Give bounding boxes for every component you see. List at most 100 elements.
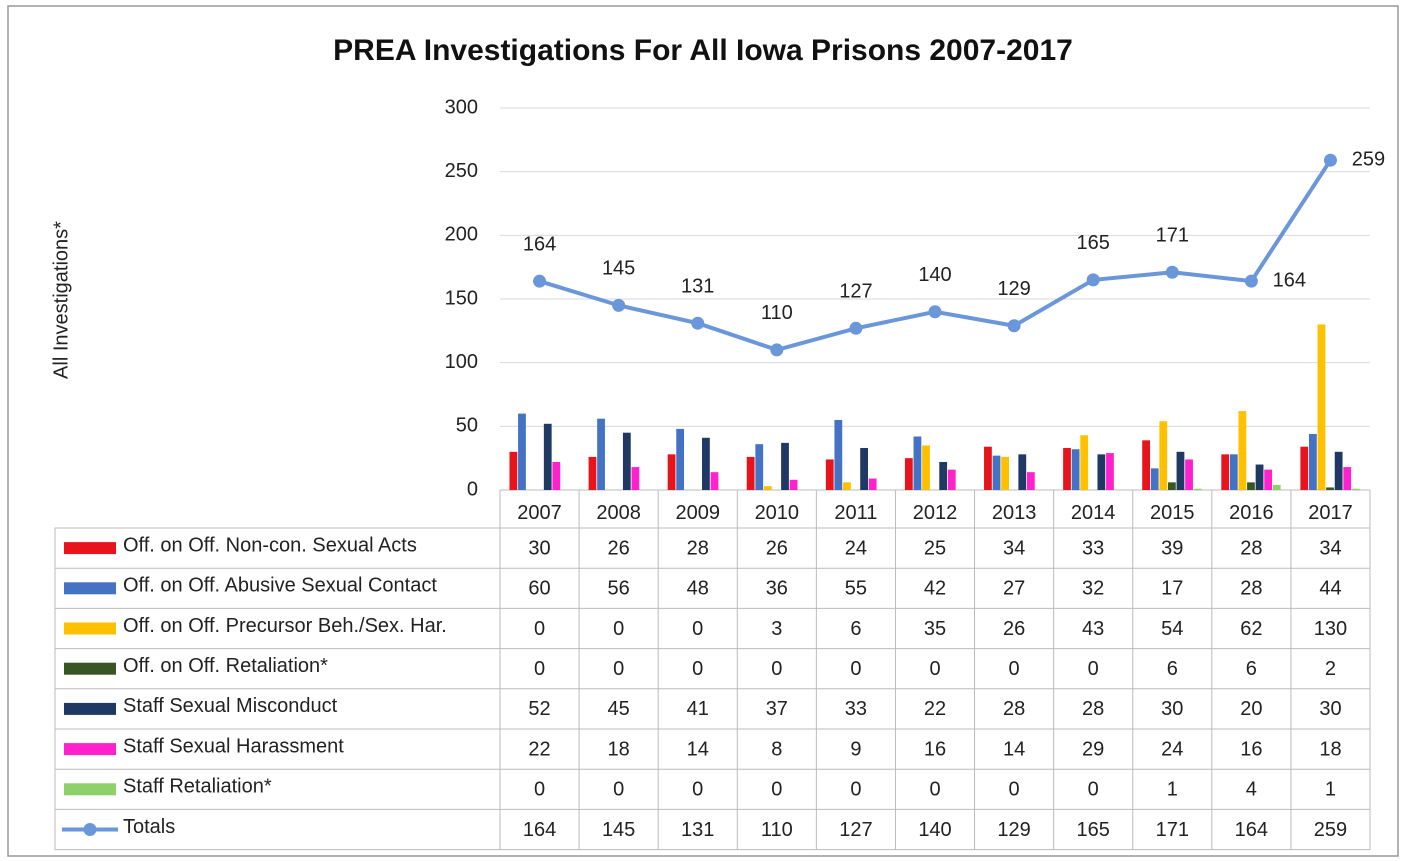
data-label: 259 [1352, 148, 1385, 170]
bar [1351, 488, 1360, 490]
y-tick-label: 200 [445, 224, 478, 246]
bar [1142, 440, 1151, 490]
bar [1097, 454, 1106, 490]
bar [631, 467, 640, 490]
table-cell: 54 [1161, 618, 1183, 640]
legend-key [64, 702, 116, 715]
x-tick-label: 2015 [1150, 502, 1195, 524]
bar [1018, 454, 1027, 490]
table-cell: 22 [528, 738, 550, 760]
table-cell: 39 [1161, 537, 1183, 559]
table-cell: 22 [924, 698, 946, 720]
bar [1150, 468, 1159, 490]
table-cell: 52 [528, 698, 550, 720]
line-point [1165, 265, 1179, 279]
bar [843, 482, 851, 490]
table-cell: 16 [924, 738, 946, 760]
bar [1159, 421, 1168, 490]
legend-key [64, 582, 116, 595]
y-tick-label: 300 [445, 96, 478, 118]
x-tick-label: 2008 [596, 502, 641, 524]
bar [984, 446, 992, 490]
table-cell: 0 [850, 658, 861, 680]
y-tick-label: 0 [467, 478, 478, 500]
table-cell: 0 [850, 779, 861, 801]
table-cell: 34 [1319, 537, 1341, 559]
bar [1176, 451, 1185, 490]
chart-title: PREA Investigations For All Iowa Prisons… [333, 34, 1073, 67]
bar [509, 451, 518, 490]
bar [913, 436, 922, 490]
table-cell: 131 [681, 819, 714, 841]
table-cell: 0 [613, 779, 624, 801]
bar [763, 486, 772, 490]
bar [1300, 446, 1309, 490]
bar [1308, 433, 1317, 490]
table-cell: 28 [1240, 537, 1262, 559]
table-cell: 0 [534, 618, 545, 640]
legend-label: Staff Retaliation* [123, 776, 272, 798]
table-cell: 16 [1240, 738, 1262, 760]
table-cell: 165 [1076, 819, 1109, 841]
legend-key [64, 783, 116, 796]
table-cell: 27 [1003, 578, 1025, 600]
bar [789, 479, 798, 490]
table-cell: 0 [692, 658, 703, 680]
line-point [1007, 319, 1021, 333]
table-cell: 18 [608, 738, 630, 760]
data-label: 165 [1076, 232, 1109, 254]
bar [1247, 482, 1255, 490]
bar [1080, 435, 1089, 490]
table-cell: 0 [929, 658, 940, 680]
y-tick-label: 50 [456, 415, 478, 437]
bar [868, 478, 877, 490]
table-cell: 0 [1088, 658, 1099, 680]
table-cell: 45 [608, 698, 630, 720]
legend-key [83, 823, 97, 836]
table-cell: 17 [1161, 578, 1183, 600]
y-tick-label: 150 [445, 287, 478, 309]
bar [1317, 324, 1326, 490]
bar [992, 455, 1001, 490]
bar [588, 456, 597, 490]
table-cell: 62 [1240, 618, 1262, 640]
table-cell: 0 [613, 658, 624, 680]
legend-label: Totals [123, 816, 175, 838]
data-label: 127 [839, 281, 872, 303]
table-cell: 14 [687, 738, 709, 760]
table-cell: 48 [687, 578, 709, 600]
table-cell: 25 [924, 537, 946, 559]
bar [518, 413, 526, 490]
data-label: 131 [681, 275, 714, 297]
x-tick-label: 2016 [1229, 502, 1274, 524]
bar [1063, 447, 1071, 490]
bar [1229, 454, 1238, 490]
bar [622, 432, 631, 490]
table-cell: 35 [924, 618, 946, 640]
table-cell: 9 [850, 738, 861, 760]
table-cell: 26 [766, 537, 788, 559]
table-cell: 8 [771, 738, 782, 760]
bar [904, 458, 913, 490]
table-cell: 1 [1325, 779, 1336, 801]
legend-label: Staff Sexual Misconduct [123, 695, 338, 717]
table-cell: 171 [1156, 819, 1189, 841]
bar [552, 461, 561, 490]
table-cell: 29 [1082, 738, 1104, 760]
table-cell: 37 [766, 698, 788, 720]
bar [1326, 487, 1334, 490]
bar [710, 472, 719, 490]
bar [1264, 469, 1273, 490]
table-cell: 0 [771, 658, 782, 680]
table-cell: 14 [1003, 738, 1025, 760]
bar [676, 428, 685, 490]
bar [1272, 484, 1281, 490]
table-cell: 3 [771, 618, 782, 640]
table-cell: 4 [1246, 779, 1257, 801]
legend-label: Off. on Off. Abusive Sexual Contact [123, 575, 437, 597]
table-cell: 26 [1003, 618, 1025, 640]
bar [781, 442, 789, 490]
line-point [691, 316, 705, 330]
table-cell: 6 [1246, 658, 1257, 680]
x-tick-label: 2014 [1071, 502, 1116, 524]
